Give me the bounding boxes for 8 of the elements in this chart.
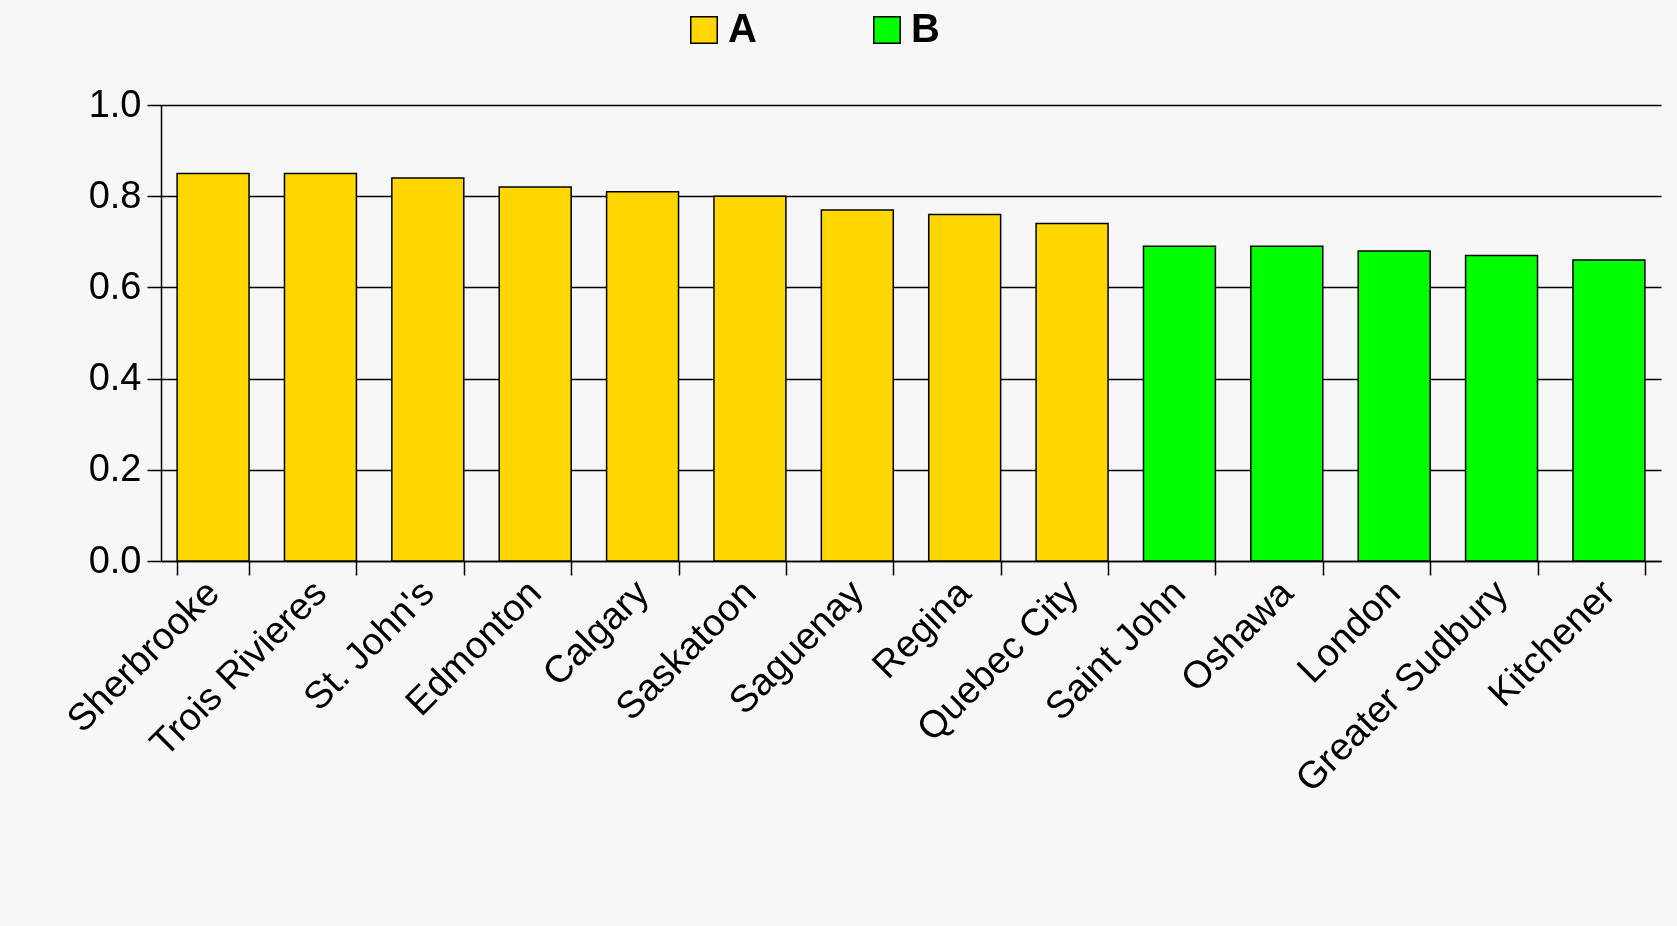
y-tick-label: 0.0: [88, 538, 142, 581]
y-tick-label: 0.8: [88, 173, 142, 216]
y-tick-label: 0.2: [88, 447, 142, 490]
y-tick-label: 1.0: [88, 82, 142, 125]
y-tick-label: 0.6: [88, 264, 142, 307]
legend-label: B: [911, 6, 940, 50]
legend-label: A: [728, 6, 757, 50]
y-tick-label: 0.4: [88, 356, 142, 399]
